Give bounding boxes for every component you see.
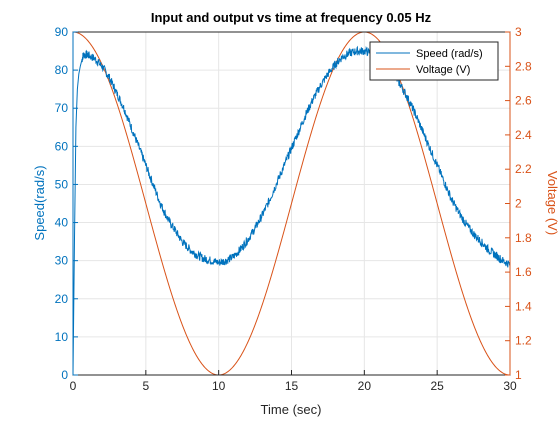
y-right-tick-label: 1.6 [515, 265, 532, 279]
y-right-tick-label: 1.4 [515, 299, 532, 313]
y-left-tick-label: 90 [55, 25, 69, 39]
legend: Speed (rad/s) Voltage (V) [369, 41, 499, 81]
y-left-tick-label: 40 [55, 216, 69, 230]
x-tick-label: 5 [142, 379, 149, 393]
y-left-tick-label: 70 [55, 101, 69, 115]
x-tick-label: 10 [212, 379, 226, 393]
y-axis-left-label: Speed(rad/s) [32, 165, 47, 240]
y-left-tick-label: 30 [55, 254, 69, 268]
x-tick-label: 20 [358, 379, 372, 393]
voltage-line [72, 31, 511, 376]
y-right-tick-label: 2 [515, 197, 522, 211]
y-left-tick-label: 60 [55, 139, 69, 153]
speed-series-layer [72, 45, 511, 376]
y-right-tick-label: 1.2 [515, 334, 532, 348]
y-left-tick-label: 80 [55, 63, 69, 77]
legend-box [369, 41, 499, 81]
voltage-series-layer [72, 31, 511, 376]
y-axis-right: 1 1.2 1.4 1.6 1.8 2 2.2 2.4 2.6 2.8 3 [505, 25, 532, 382]
y-axis-right-label: Voltage (V) [545, 171, 560, 235]
y-right-tick-label: 2.8 [515, 59, 532, 73]
x-axis-label: Time (sec) [261, 402, 322, 417]
legend-label-speed: Speed (rad/s) [416, 48, 483, 60]
x-tick-label: 25 [430, 379, 444, 393]
y-left-tick-label: 0 [61, 368, 68, 382]
y-left-tick-label: 10 [55, 330, 69, 344]
x-tick-label: 0 [70, 379, 77, 393]
y-right-tick-label: 1 [515, 368, 522, 382]
y-left-tick-label: 50 [55, 177, 69, 191]
speed-line [72, 45, 511, 376]
x-tick-label: 30 [503, 379, 517, 393]
y-right-tick-label: 2.2 [515, 162, 532, 176]
x-tick-label: 15 [285, 379, 299, 393]
x-axis: 0 5 10 15 20 25 30 [70, 370, 517, 393]
y-left-tick-label: 20 [55, 292, 69, 306]
y-right-tick-label: 3 [515, 25, 522, 39]
y-right-tick-label: 2.6 [515, 94, 532, 108]
y-right-tick-label: 2.4 [515, 128, 532, 142]
legend-label-voltage: Voltage (V) [416, 64, 470, 76]
y-axis-left: 0 10 20 30 40 50 60 70 80 90 [55, 25, 78, 382]
y-right-tick-label: 1.8 [515, 231, 532, 245]
chart-title: Input and output vs time at frequency 0.… [151, 10, 432, 25]
